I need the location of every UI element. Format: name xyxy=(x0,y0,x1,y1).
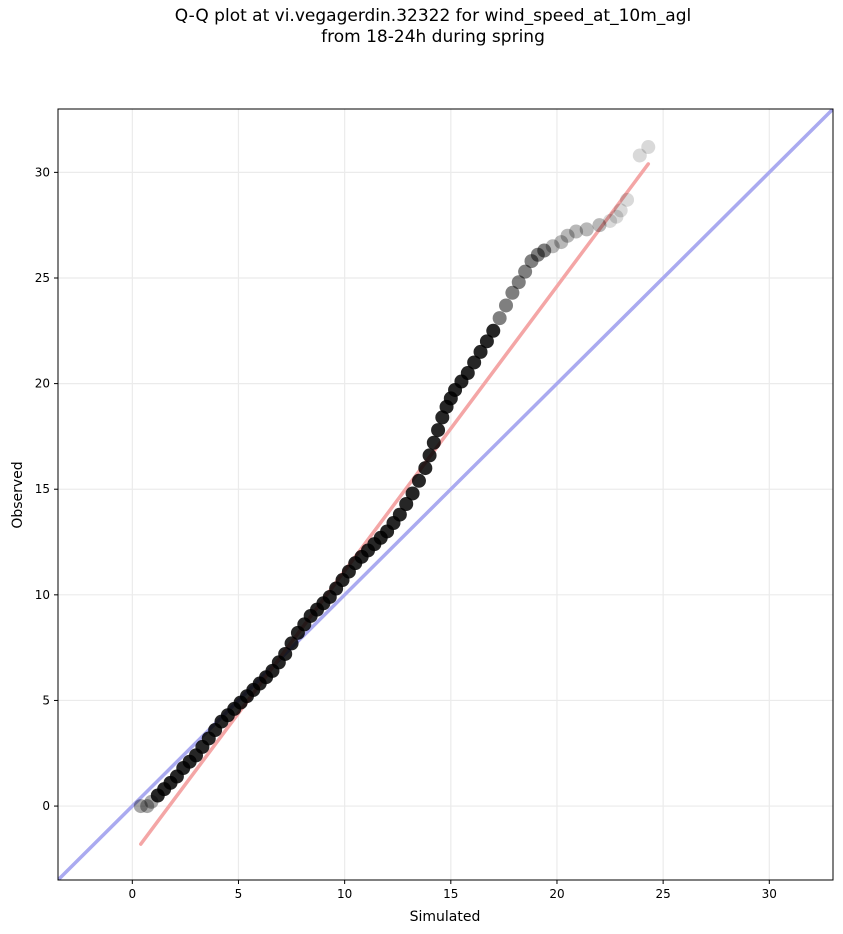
data-point xyxy=(411,473,426,488)
data-point xyxy=(518,264,533,279)
data-point xyxy=(545,239,560,254)
data-point xyxy=(609,209,624,224)
plot-area xyxy=(58,109,833,880)
data-point xyxy=(537,243,552,258)
data-point xyxy=(641,140,656,155)
data-point xyxy=(284,636,299,651)
data-point xyxy=(426,435,441,450)
data-point xyxy=(473,344,488,359)
y-tick-label: 30 xyxy=(35,165,50,179)
x-axis-ticks: 0 5 10 15 20 25 30 xyxy=(128,880,777,901)
data-point xyxy=(603,213,618,228)
data-point xyxy=(499,298,514,313)
data-point xyxy=(479,334,494,349)
chart-title: Q-Q plot at vi.vegagerdin.32322 for wind… xyxy=(0,6,843,48)
y-tick-label: 10 xyxy=(35,588,50,602)
data-point xyxy=(431,423,446,438)
plot-frame xyxy=(57,108,834,881)
data-point xyxy=(579,222,594,237)
y-axis-ticks: 0 5 10 15 20 25 30 xyxy=(35,165,58,813)
grid xyxy=(58,109,833,880)
data-point xyxy=(554,235,569,250)
data-point xyxy=(405,486,420,501)
y-tick-label: 25 xyxy=(35,271,50,285)
data-point xyxy=(399,497,414,512)
data-point xyxy=(592,218,607,233)
reference-line xyxy=(58,109,833,880)
data-point xyxy=(140,799,155,814)
data-point xyxy=(460,366,475,381)
y-tick-label: 15 xyxy=(35,482,50,496)
data-point xyxy=(422,448,437,463)
data-point xyxy=(435,410,450,425)
x-axis-label: Simulated xyxy=(410,909,481,925)
data-point xyxy=(486,323,501,338)
data-point xyxy=(133,799,148,814)
y-tick-label: 20 xyxy=(35,377,50,391)
x-tick-label: 15 xyxy=(443,887,458,901)
y-axis-label: Observed xyxy=(10,461,26,528)
x-tick-label: 30 xyxy=(762,887,777,901)
data-point xyxy=(392,507,407,522)
x-tick-label: 0 xyxy=(128,887,136,901)
data-point xyxy=(620,192,635,207)
data-point xyxy=(278,646,293,661)
chart-title-line-1: Q-Q plot at vi.vegagerdin.32322 for wind… xyxy=(174,6,692,26)
data-point xyxy=(505,285,520,300)
data-point xyxy=(613,203,628,218)
fit-line xyxy=(139,162,651,846)
chart-title-line-2: from 18-24h during spring xyxy=(321,27,545,47)
x-tick-label: 5 xyxy=(235,887,243,901)
y-tick-label: 5 xyxy=(42,693,50,707)
data-point xyxy=(467,355,482,370)
data-point xyxy=(418,461,433,476)
data-point xyxy=(569,224,584,239)
x-tick-label: 25 xyxy=(655,887,670,901)
data-point xyxy=(632,148,647,163)
data-point xyxy=(492,311,507,326)
x-tick-label: 10 xyxy=(337,887,352,901)
data-point xyxy=(511,275,526,290)
y-tick-label: 0 xyxy=(42,799,50,813)
x-tick-label: 20 xyxy=(549,887,564,901)
data-point xyxy=(560,228,575,243)
